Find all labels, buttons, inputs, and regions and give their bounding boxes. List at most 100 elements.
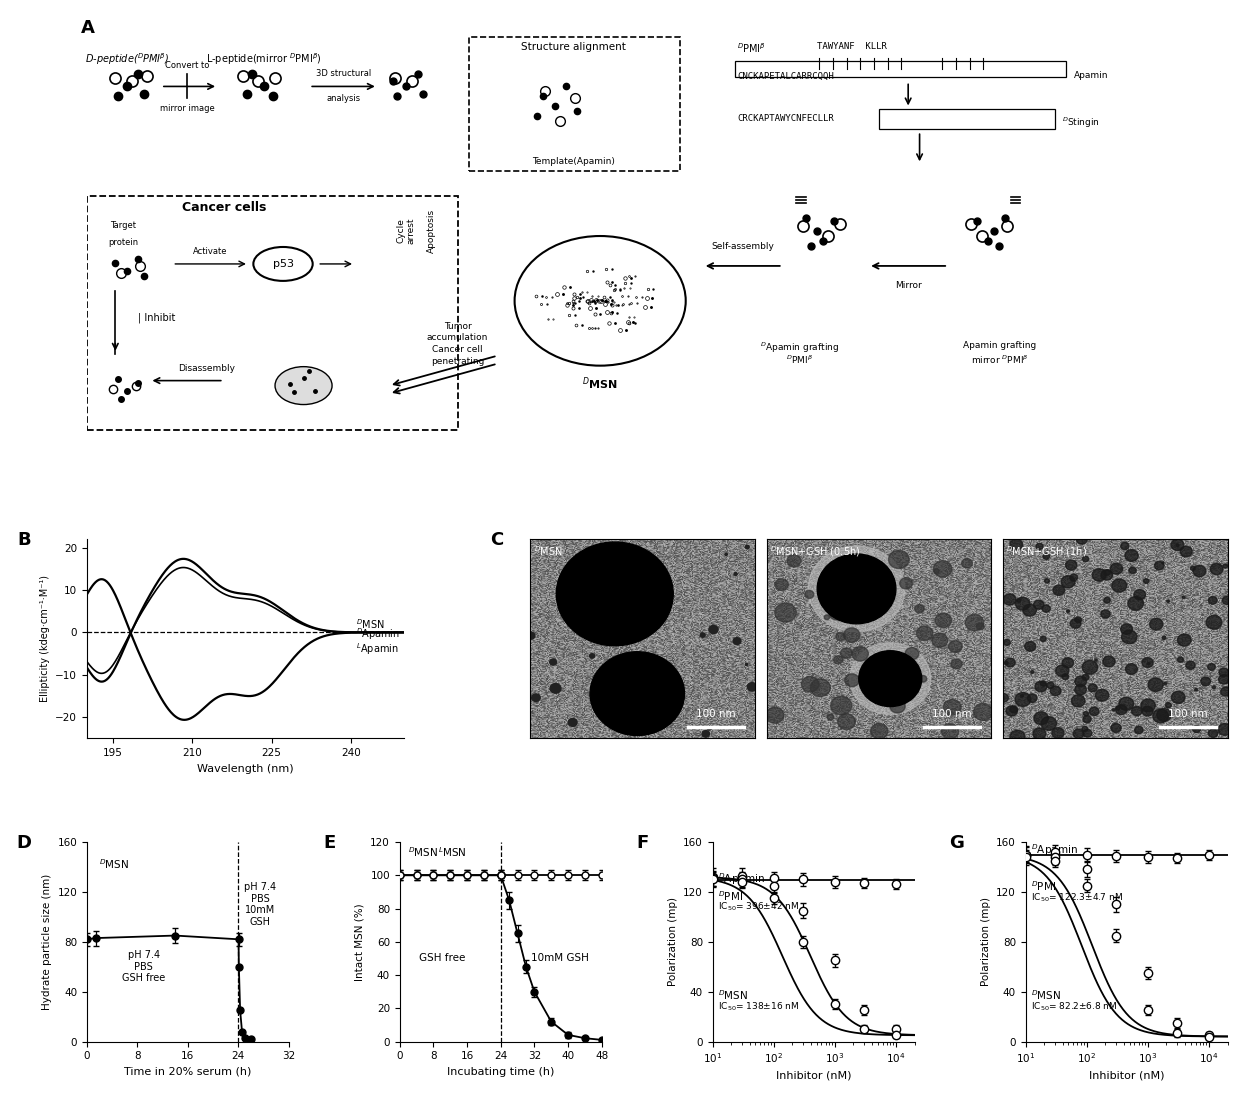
Circle shape <box>1101 570 1112 581</box>
Circle shape <box>590 652 684 736</box>
Circle shape <box>1116 707 1120 710</box>
Text: Target: Target <box>110 222 136 230</box>
Circle shape <box>551 684 560 694</box>
Text: Cycle
arrest: Cycle arrest <box>397 218 415 244</box>
Bar <box>469 37 680 172</box>
Text: F: F <box>636 834 649 852</box>
Text: C: C <box>490 531 503 550</box>
Circle shape <box>1052 728 1064 738</box>
Text: IC$_{50}$= 396±42 nM: IC$_{50}$= 396±42 nM <box>718 901 799 913</box>
Circle shape <box>1143 578 1149 584</box>
Text: Activate: Activate <box>192 247 227 256</box>
Text: $^D$PMI$^β$: $^D$PMI$^β$ <box>786 353 813 366</box>
Circle shape <box>801 677 818 691</box>
Circle shape <box>1033 728 1045 739</box>
Text: $^D$MSN: $^D$MSN <box>408 845 439 859</box>
Text: GSH free: GSH free <box>419 953 465 964</box>
Text: $^D$MSN+GSH (0.5h): $^D$MSN+GSH (0.5h) <box>770 544 861 558</box>
Circle shape <box>1063 658 1074 668</box>
Circle shape <box>1047 681 1054 688</box>
X-axis label: Inhibitor (nM): Inhibitor (nM) <box>776 1070 852 1080</box>
Text: D-peptide($^D$PMI$^β$): D-peptide($^D$PMI$^β$) <box>84 52 169 68</box>
Circle shape <box>1209 596 1218 604</box>
Ellipse shape <box>515 236 686 366</box>
Text: Self-assembly: Self-assembly <box>712 242 774 252</box>
Circle shape <box>1162 562 1164 564</box>
Circle shape <box>1075 676 1086 687</box>
Circle shape <box>837 714 856 729</box>
Circle shape <box>1118 697 1133 710</box>
Circle shape <box>1076 534 1087 544</box>
Circle shape <box>1030 670 1034 674</box>
Circle shape <box>1083 729 1092 737</box>
Circle shape <box>1112 709 1115 711</box>
Circle shape <box>1028 694 1037 702</box>
Circle shape <box>817 554 895 624</box>
X-axis label: Inhibitor (nM): Inhibitor (nM) <box>1089 1070 1164 1080</box>
Circle shape <box>1154 562 1164 570</box>
Circle shape <box>1034 601 1044 609</box>
Text: $^D$PMI$^β$: $^D$PMI$^β$ <box>737 42 766 55</box>
Circle shape <box>1219 668 1229 677</box>
Circle shape <box>1142 657 1153 667</box>
Circle shape <box>568 718 577 727</box>
Text: $^D$Apamin: $^D$Apamin <box>718 871 764 886</box>
Text: Disassembly: Disassembly <box>179 363 236 372</box>
Text: 100 nm: 100 nm <box>1168 708 1208 719</box>
Circle shape <box>1190 566 1195 571</box>
Circle shape <box>1125 550 1138 562</box>
Circle shape <box>1095 689 1109 701</box>
Circle shape <box>733 637 742 645</box>
Circle shape <box>1200 677 1210 686</box>
Circle shape <box>1147 663 1149 665</box>
Circle shape <box>805 591 813 598</box>
Circle shape <box>1132 706 1142 716</box>
Bar <box>735 62 1065 78</box>
Circle shape <box>1023 604 1037 616</box>
Circle shape <box>787 555 801 567</box>
Text: $^D$MSN+GSH (1h): $^D$MSN+GSH (1h) <box>1006 544 1087 558</box>
Circle shape <box>1104 597 1110 603</box>
Circle shape <box>1116 705 1127 715</box>
Circle shape <box>1162 636 1166 639</box>
Circle shape <box>949 640 962 653</box>
Text: $^D$PMI: $^D$PMI <box>1030 880 1055 893</box>
Circle shape <box>1166 702 1172 708</box>
Circle shape <box>934 561 952 577</box>
Circle shape <box>944 699 961 715</box>
Bar <box>878 110 1055 130</box>
Circle shape <box>1176 544 1179 546</box>
Circle shape <box>1111 724 1121 732</box>
Circle shape <box>905 647 919 659</box>
Text: p53: p53 <box>273 259 294 269</box>
Circle shape <box>748 683 756 691</box>
Circle shape <box>1089 684 1097 691</box>
Circle shape <box>1034 711 1048 725</box>
Circle shape <box>1153 709 1168 722</box>
Circle shape <box>1102 656 1115 667</box>
Text: Structure alignment: Structure alignment <box>522 42 626 52</box>
Circle shape <box>830 607 843 619</box>
Circle shape <box>1142 706 1153 716</box>
Text: $^D$MSN: $^D$MSN <box>1030 988 1060 1002</box>
Circle shape <box>836 633 846 640</box>
Circle shape <box>1101 609 1110 618</box>
Ellipse shape <box>275 367 332 404</box>
Y-axis label: Hydrate particle size (nm): Hydrate particle size (nm) <box>42 874 52 1009</box>
Circle shape <box>1066 611 1070 613</box>
Circle shape <box>1009 706 1018 712</box>
Circle shape <box>1178 634 1192 646</box>
Circle shape <box>998 694 1008 702</box>
Text: B: B <box>17 531 31 550</box>
Circle shape <box>1035 681 1047 691</box>
Circle shape <box>919 676 926 683</box>
Circle shape <box>1180 546 1192 557</box>
Circle shape <box>766 707 784 724</box>
Circle shape <box>1171 540 1184 551</box>
Circle shape <box>811 679 831 697</box>
Circle shape <box>841 648 852 658</box>
Circle shape <box>973 704 992 720</box>
Circle shape <box>1126 664 1137 675</box>
Text: 100 nm: 100 nm <box>932 708 972 719</box>
Text: $^D$MSN: $^D$MSN <box>99 856 130 871</box>
